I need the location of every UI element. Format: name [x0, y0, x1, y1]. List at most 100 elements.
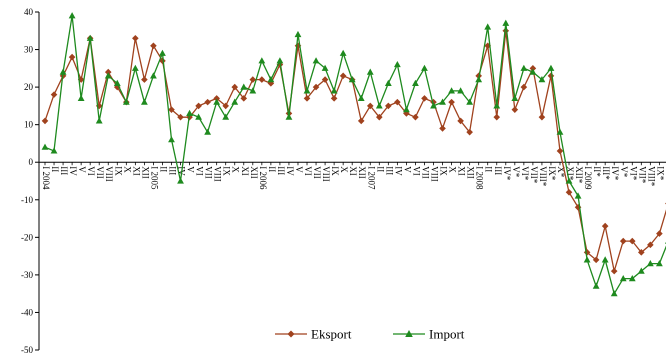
- data-point: [132, 34, 139, 42]
- data-point: [150, 42, 157, 50]
- data-point: [294, 30, 302, 38]
- data-point: [538, 113, 546, 121]
- x-tick-label: X*: [664, 166, 666, 177]
- data-point: [394, 98, 401, 106]
- data-point: [638, 249, 645, 256]
- data-point: [68, 12, 76, 19]
- x-tick-label: I 2005: [149, 166, 159, 190]
- data-point: [384, 79, 392, 86]
- data-point: [375, 102, 383, 109]
- data-point: [592, 282, 600, 289]
- data-point: [366, 102, 374, 110]
- chart-axes: [38, 12, 666, 350]
- x-tick-label: IV*: [610, 166, 620, 180]
- data-point: [520, 83, 528, 91]
- x-tick-label: XII: [140, 166, 150, 179]
- data-point: [141, 76, 148, 83]
- x-tick-label: XII: [357, 166, 367, 179]
- x-tick-label: VIII: [321, 166, 331, 182]
- data-point: [565, 177, 573, 184]
- data-point: [628, 275, 636, 282]
- data-point: [177, 113, 184, 121]
- x-tick-label: IX: [330, 166, 340, 176]
- data-point: [231, 98, 239, 105]
- x-tick-label: VI: [411, 166, 421, 176]
- data-point: [538, 76, 546, 83]
- data-point: [50, 147, 58, 154]
- x-tick-label: V: [294, 166, 304, 173]
- y-tick-label: 40: [24, 7, 34, 17]
- data-point: [430, 102, 437, 109]
- data-point: [601, 256, 609, 263]
- data-point: [312, 83, 320, 91]
- data-point: [204, 128, 212, 135]
- y-tick-label: -10: [21, 195, 33, 205]
- x-tick-label: X: [448, 166, 458, 173]
- x-tick-label: XII: [466, 166, 476, 179]
- data-point: [150, 72, 157, 79]
- x-tick-label: XI: [131, 166, 141, 176]
- x-tick-label: XI: [240, 166, 250, 176]
- x-tick-label: III: [59, 166, 69, 175]
- data-point: [565, 188, 573, 196]
- data-point: [131, 64, 139, 71]
- x-tick-label: XI*: [565, 166, 575, 180]
- data-point: [511, 106, 519, 113]
- y-axis-ticks: 40 30 20 10 0 -10 -20 -30 -40 -50: [21, 7, 39, 353]
- x-tick-label: III: [276, 166, 286, 175]
- series-eksport: [41, 27, 666, 275]
- data-point: [574, 192, 582, 199]
- data-point: [168, 106, 175, 113]
- data-point: [556, 128, 564, 135]
- data-point: [95, 117, 103, 124]
- data-point: [493, 113, 501, 121]
- x-tick-label: V: [402, 166, 412, 173]
- data-point: [448, 87, 455, 94]
- data-point: [610, 267, 618, 275]
- x-tick-label: II: [375, 166, 385, 172]
- data-point: [583, 256, 591, 263]
- x-tick-label: V: [186, 166, 196, 173]
- x-axis-ticks: I 2004 II III IV V VI VII VIII IX X XI XII I 2005 II I…: [41, 162, 666, 190]
- data-point: [104, 72, 112, 79]
- x-tick-label: VI: [86, 166, 96, 176]
- legend-label: Import: [429, 327, 465, 342]
- data-point: [258, 57, 266, 64]
- x-tick-label: VIII: [104, 166, 114, 182]
- x-tick-label: III: [167, 166, 177, 175]
- data-point: [412, 113, 419, 121]
- data-point: [41, 143, 49, 150]
- x-tick-label: XII: [249, 166, 259, 179]
- data-point: [412, 79, 419, 86]
- data-point: [619, 237, 627, 245]
- series-import: [41, 12, 666, 297]
- x-tick-label: II: [267, 166, 277, 172]
- data-point: [177, 177, 184, 184]
- data-point: [493, 102, 501, 109]
- data-point: [303, 95, 311, 102]
- data-point: [186, 109, 193, 116]
- x-tick-label: IV: [285, 166, 295, 176]
- data-point: [104, 68, 112, 76]
- y-tick-label: 0: [29, 157, 34, 167]
- x-tick-label: IX: [439, 166, 449, 176]
- data-point: [50, 91, 58, 98]
- legend-item-import: Import: [393, 327, 465, 342]
- x-tick-label: III: [493, 166, 503, 175]
- x-tick-label: VI*: [628, 166, 638, 180]
- data-point: [204, 98, 211, 106]
- data-point: [321, 76, 329, 83]
- data-point: [592, 256, 600, 264]
- y-tick-label: 20: [24, 82, 34, 92]
- data-point: [656, 230, 663, 237]
- data-point: [285, 113, 293, 120]
- x-tick-label: X*: [556, 166, 566, 177]
- data-point: [619, 275, 627, 282]
- data-point: [312, 57, 320, 64]
- data-point: [240, 83, 248, 90]
- x-tick-label: IX*: [655, 166, 665, 180]
- data-point: [113, 79, 121, 86]
- x-tick-label: VIII: [213, 166, 223, 182]
- data-point: [222, 113, 230, 120]
- data-point: [168, 136, 175, 143]
